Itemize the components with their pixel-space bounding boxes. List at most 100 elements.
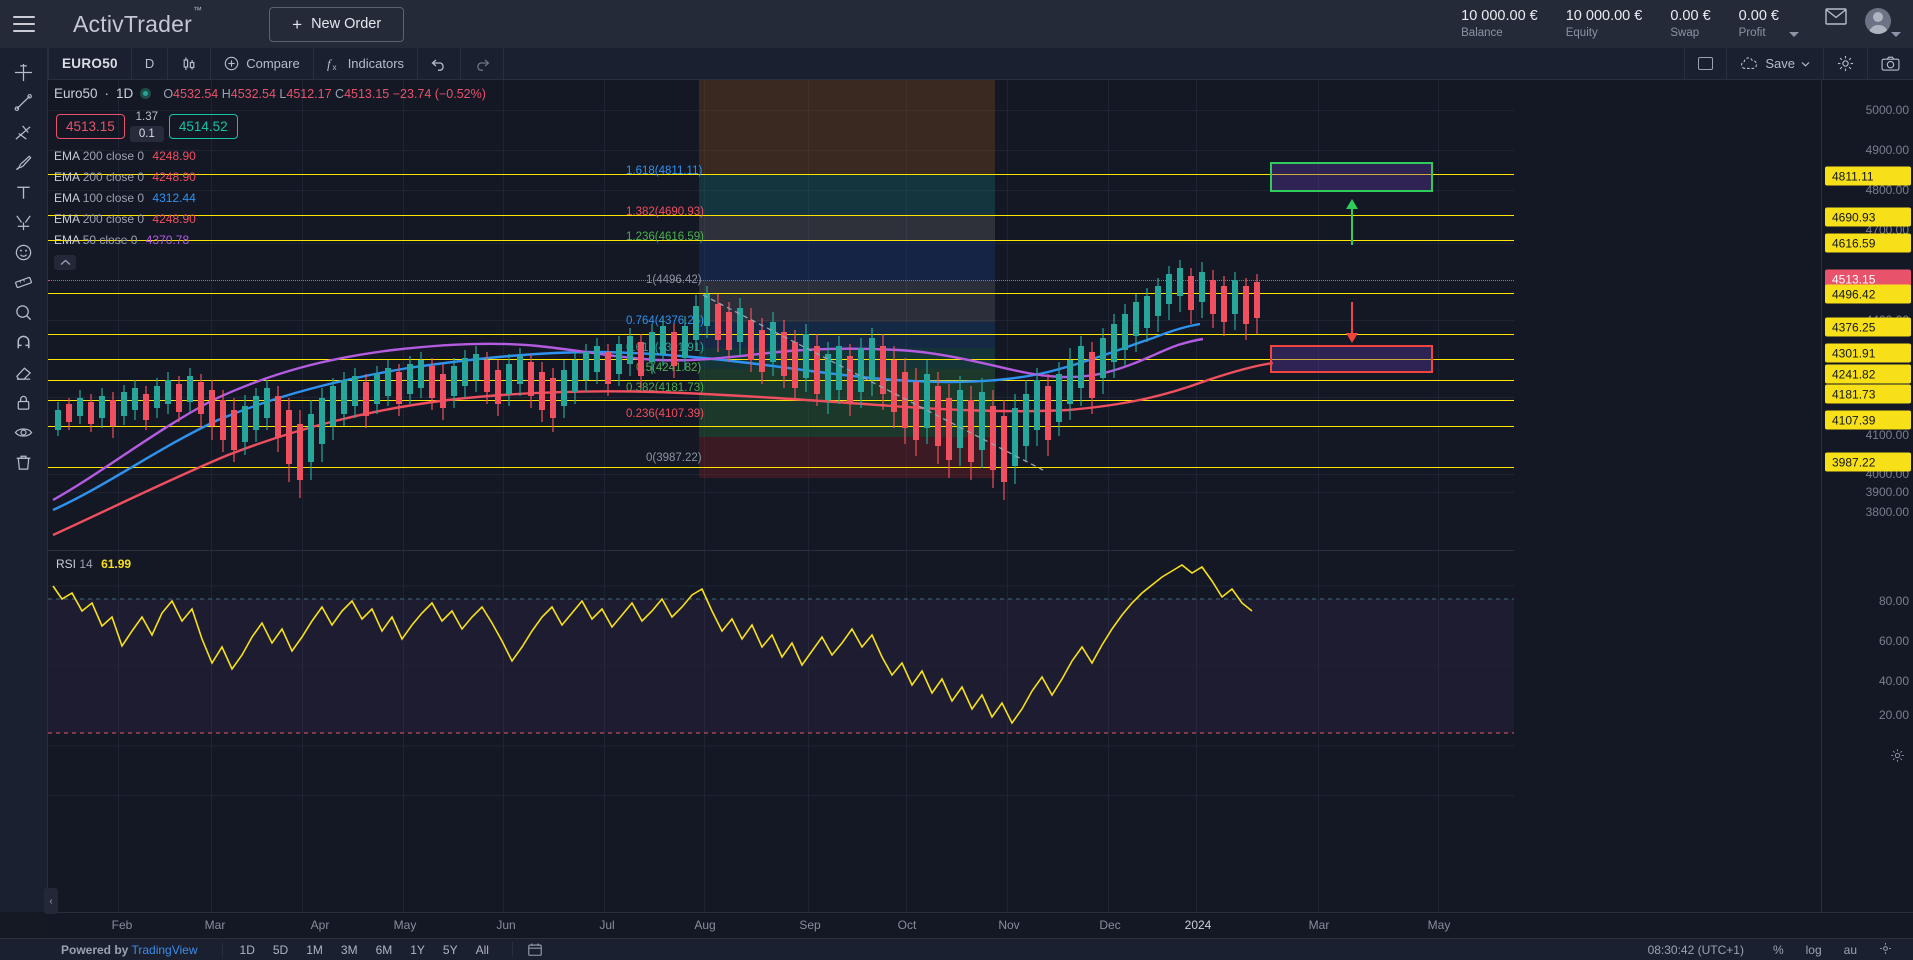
legend-symbol: Euro50 xyxy=(54,86,98,101)
drawn-rectangle-green[interactable] xyxy=(1270,162,1433,192)
auto-scale-toggle[interactable]: au xyxy=(1843,942,1857,957)
time-axis[interactable]: Feb Mar Apr May Jun Jul Aug Sep Oct Nov … xyxy=(48,912,1913,938)
time-axis-label: Dec xyxy=(1099,918,1121,932)
timeframe-5d[interactable]: 5D xyxy=(272,942,289,957)
drawn-arrow-up[interactable] xyxy=(1344,198,1360,246)
legend-collapse-button[interactable] xyxy=(54,255,76,270)
timeframe-3m[interactable]: 3M xyxy=(340,942,358,957)
eye-icon[interactable] xyxy=(7,418,41,447)
timeframe-6m[interactable]: 6M xyxy=(375,942,393,957)
calendar-button[interactable] xyxy=(511,942,543,957)
timeframe-1d[interactable]: 1D xyxy=(239,942,255,957)
price-tag: 4811.11 xyxy=(1825,166,1911,186)
trendline-icon[interactable] xyxy=(7,88,41,117)
crosshair-icon[interactable] xyxy=(7,58,41,87)
measure-tool-icon[interactable] xyxy=(7,208,41,237)
vgridline xyxy=(118,80,119,912)
bid-price-box[interactable]: 4513.15 xyxy=(56,113,125,139)
mail-icon[interactable] xyxy=(1825,7,1847,30)
snapshot-button[interactable] xyxy=(1867,47,1913,80)
vgridline xyxy=(302,80,303,912)
zoom-icon[interactable] xyxy=(7,298,41,327)
save-button[interactable]: Save xyxy=(1726,47,1823,80)
bottom-settings-button[interactable] xyxy=(1868,942,1903,958)
drawn-rectangle-red[interactable] xyxy=(1270,345,1433,373)
ohlc-low-key: L xyxy=(279,86,287,101)
price-axis-label: 4100.00 xyxy=(1865,428,1909,442)
time-axis-label: Jun xyxy=(496,918,516,932)
account-equity-label: Equity xyxy=(1565,26,1598,39)
timeframe-5y[interactable]: 5Y xyxy=(442,942,458,957)
redo-button[interactable] xyxy=(461,47,505,80)
hamburger-icon[interactable] xyxy=(13,16,35,32)
undo-button[interactable] xyxy=(418,47,462,80)
fib-line-1382 xyxy=(48,215,1514,216)
legend-indicator-row[interactable]: EMA 50 close 0 4370.78 xyxy=(54,233,494,247)
ohlc-close-value: 4513.15 xyxy=(344,86,390,101)
legend-indicator-row[interactable]: EMA 200 close 0 4248.90 xyxy=(54,170,494,184)
price-scale[interactable]: 5000.00 4900.00 4800.00 4700.00 4600.00 … xyxy=(1821,80,1913,912)
price-tag: 4301.91 xyxy=(1825,343,1911,363)
magnet-icon[interactable] xyxy=(7,328,41,357)
account-profit: 0.00 € Profit xyxy=(1725,8,1793,41)
legend-separator: · xyxy=(104,86,110,101)
avatar-chevron-down-icon[interactable] xyxy=(1891,31,1901,37)
timeframe-1m[interactable]: 1M xyxy=(306,942,323,957)
account-chevron-down-icon[interactable] xyxy=(1789,31,1799,37)
rsi-legend[interactable]: RSI 14 61.99 xyxy=(56,557,131,571)
indicator-value: 4248.90 xyxy=(152,149,196,163)
legend-interval: 1D xyxy=(116,86,134,101)
timeframe-1y[interactable]: 1Y xyxy=(410,942,425,957)
chevron-up-icon xyxy=(60,259,70,265)
percent-scale-toggle[interactable]: % xyxy=(1772,942,1784,957)
account-swap-label: Swap xyxy=(1670,26,1700,39)
drawn-arrow-down[interactable] xyxy=(1344,302,1360,344)
tradingview-link[interactable]: TradingView xyxy=(131,942,198,957)
ask-price-box[interactable]: 4514.52 xyxy=(168,113,238,139)
legend-title-row: Euro50 · 1D O4532.54 H4532.54 L4512.17 C… xyxy=(54,84,494,103)
user-avatar-icon[interactable] xyxy=(1865,7,1891,34)
rsi-axis-label: 60.00 xyxy=(1878,634,1909,648)
price-plot[interactable]: 1.618(4811.11) 1.382(4690.93) 1.236(4616… xyxy=(48,80,1514,912)
legend-indicator-row[interactable]: EMA 200 close 0 4248.90 xyxy=(54,212,494,226)
compare-button[interactable]: Compare xyxy=(211,47,314,80)
fib-label: 1.236(4616.59) xyxy=(626,231,705,243)
interval-selector[interactable]: D xyxy=(132,47,169,80)
left-panel-collapse-button[interactable]: ‹ xyxy=(44,888,58,914)
price-tag: 4496.42 xyxy=(1825,284,1911,304)
price-scale-settings-button[interactable] xyxy=(1890,748,1905,768)
legend-indicator-row[interactable]: EMA 100 close 0 4312.44 xyxy=(54,191,494,205)
emoji-icon[interactable] xyxy=(7,238,41,267)
lock-icon[interactable] xyxy=(7,388,41,417)
indicator-name: EMA xyxy=(54,170,80,184)
text-icon[interactable] xyxy=(7,178,41,207)
legend-indicator-row[interactable]: EMA 200 close 0 4248.90 xyxy=(54,149,494,163)
account-balance-label: Balance xyxy=(1461,26,1503,39)
rsi-length: 14 xyxy=(79,557,93,571)
ruler-icon[interactable] xyxy=(7,268,41,297)
fib-zone xyxy=(699,215,995,240)
rsi-panel[interactable]: RSI 14 61.99 xyxy=(48,550,1514,830)
vgridline xyxy=(604,80,605,912)
time-axis-label: Nov xyxy=(998,918,1020,932)
time-axis-label-year: 2024 xyxy=(1184,918,1212,932)
app-header: ActivTrader™ + New Order 10 000.00 € Bal… xyxy=(0,0,1913,48)
pitchfork-icon[interactable] xyxy=(7,118,41,147)
chart-settings-button[interactable] xyxy=(1823,47,1867,80)
new-order-button[interactable]: + New Order xyxy=(269,6,405,42)
layout-button[interactable] xyxy=(1684,47,1726,80)
chart-type-button[interactable] xyxy=(168,47,212,80)
indicator-value: 4248.90 xyxy=(152,170,196,184)
trash-icon[interactable] xyxy=(7,448,41,477)
vgridline xyxy=(1318,80,1319,912)
price-tag: 4241.82 xyxy=(1825,364,1911,384)
brush-icon[interactable] xyxy=(7,148,41,177)
symbol-selector[interactable]: EURO50 xyxy=(48,47,132,80)
timeframe-all[interactable]: All xyxy=(475,942,489,957)
chart-container[interactable]: 1.618(4811.11) 1.382(4690.93) 1.236(4616… xyxy=(48,80,1913,912)
log-scale-toggle[interactable]: log xyxy=(1805,942,1822,957)
eraser-icon[interactable] xyxy=(7,358,41,387)
plus-icon: + xyxy=(292,14,303,34)
ohlc-open-value: 4532.54 xyxy=(173,86,219,101)
